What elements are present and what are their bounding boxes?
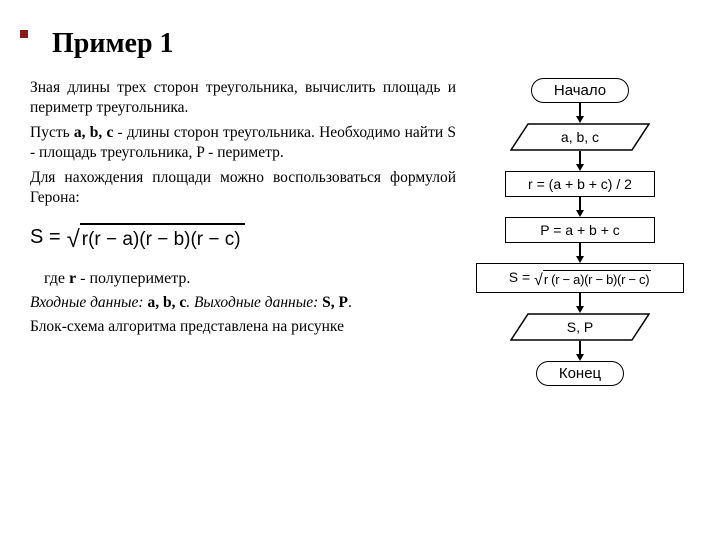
io-line: Входные данные: a, b, c. Выходные данные… <box>30 293 456 313</box>
io-sep: . <box>186 294 194 311</box>
arrow-4 <box>576 243 584 263</box>
radical-symbol: √ <box>67 228 80 257</box>
radicand: r(r − a)(r − b)(r − c) <box>80 223 245 252</box>
flow-input: a, b, c <box>510 123 650 151</box>
input-vals: a, b, c <box>147 294 186 311</box>
step-s-radical: √ r (r − a)(r − b)(r − c) <box>534 270 651 287</box>
page-title: Пример 1 <box>52 28 690 60</box>
paragraph-1: Зная длины трех сторон треугольника, выч… <box>30 78 456 119</box>
arrow-1 <box>576 103 584 123</box>
semi-prefix: где <box>44 270 69 287</box>
flow-step-r: r = (a + b + c) / 2 <box>505 171 655 197</box>
input-label: Входные данные: <box>30 294 147 311</box>
flow-start: Начало <box>531 78 629 103</box>
arrow-3 <box>576 197 584 217</box>
flow-step-s: S = √ r (r − a)(r − b)(r − c) <box>476 263 684 293</box>
flowchart: Начало a, b, c r = (a + b + c) / 2 P = a… <box>470 78 690 386</box>
mini-radical-symbol: √ <box>534 273 543 290</box>
paragraph-2: Пусть a, b, c - длины сторон треугольник… <box>30 123 456 164</box>
paragraph-3: Для нахождения площади можно воспользова… <box>30 168 456 209</box>
output-vals: S, P <box>322 294 348 311</box>
radical: √ r(r − a)(r − b)(r − c) <box>67 223 245 252</box>
arrow-2 <box>576 151 584 171</box>
step-s-prefix: S = <box>509 269 530 285</box>
main-content: Зная длины трех сторон треугольника, выч… <box>30 78 690 386</box>
text-column: Зная длины трех сторон треугольника, выч… <box>30 78 456 386</box>
flow-output: S, P <box>510 313 650 341</box>
flow-input-label: a, b, c <box>510 123 650 151</box>
p2-vars: a, b, c <box>74 124 113 141</box>
arrow-5 <box>576 293 584 313</box>
p2-prefix: Пусть <box>30 124 74 141</box>
formula-s-eq: S = <box>30 224 61 250</box>
output-label: Выходные данные: <box>194 294 322 311</box>
flow-end: Конец <box>536 361 624 386</box>
last-line: Блок-схема алгоритма представлена на рис… <box>30 317 456 337</box>
arrow-6 <box>576 341 584 361</box>
semiperimeter-note: где r - полупериметр. <box>44 268 456 289</box>
mini-radicand: r (r − a)(r − b)(r − c) <box>543 270 651 287</box>
heron-formula: S = √ r(r − a)(r − b)(r − c) <box>30 223 456 252</box>
bullet-marker <box>20 30 28 38</box>
flow-output-label: S, P <box>510 313 650 341</box>
semi-suffix: - полупериметр. <box>76 270 190 287</box>
io-tail: . <box>348 294 352 311</box>
flow-step-p: P = a + b + c <box>505 217 655 243</box>
